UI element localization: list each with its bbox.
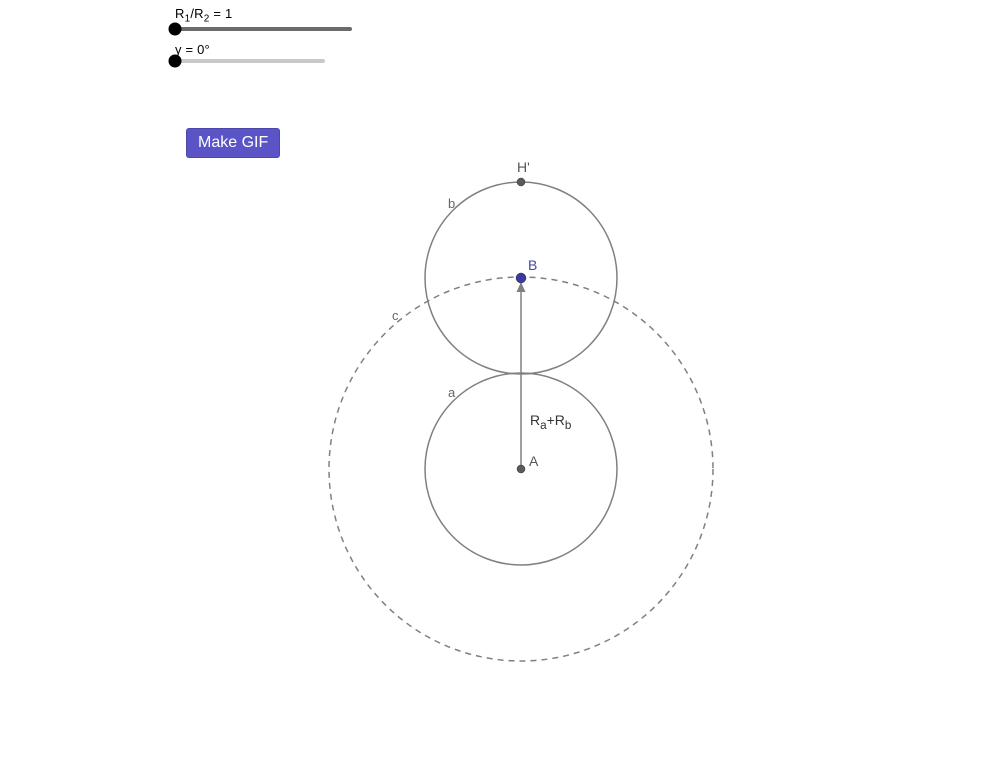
point-h[interactable] (517, 178, 525, 186)
geometry-diagram: a b c A B H' (0, 0, 1000, 777)
label-point-b: B (528, 257, 537, 273)
label-c-circle: c (392, 308, 399, 323)
label-b-circle: b (448, 196, 455, 211)
point-a[interactable] (517, 465, 525, 473)
vector-arrowhead (517, 282, 526, 292)
label-point-h: H' (517, 159, 530, 175)
label-point-a: A (529, 453, 539, 469)
point-b[interactable] (516, 273, 526, 283)
label-a-circle: a (448, 385, 456, 400)
label-vector: Ra+Rb (530, 412, 571, 432)
